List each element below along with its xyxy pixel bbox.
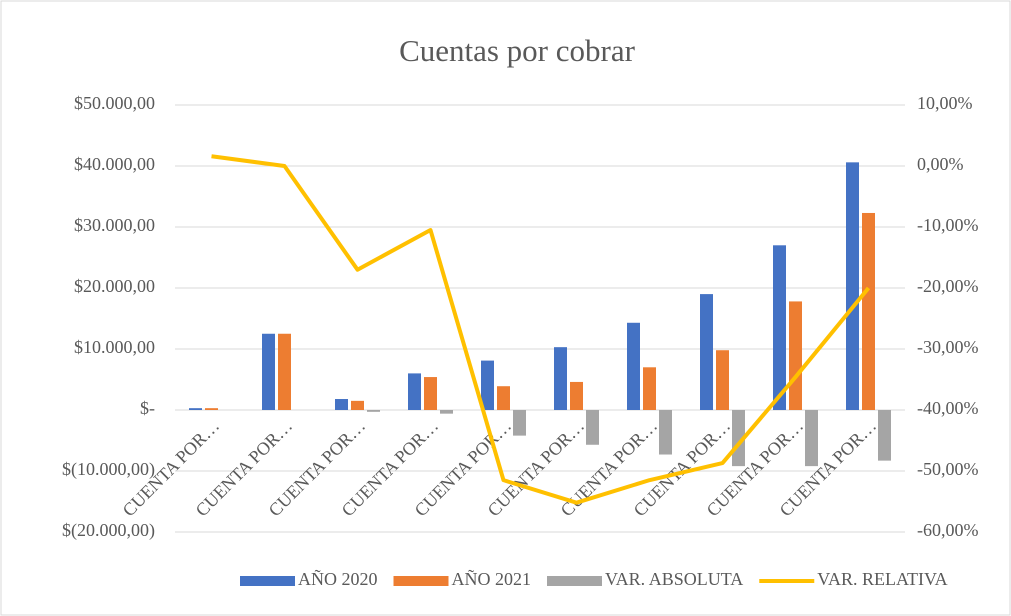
y2-tick-label: -60,00%: [917, 520, 979, 540]
bar: [278, 333, 291, 410]
y2-tick-label: 10,00%: [917, 93, 973, 113]
bar: [497, 386, 510, 410]
bar: [846, 162, 859, 410]
bar: [408, 373, 421, 410]
bar: [440, 410, 453, 414]
legend-label: VAR. RELATIVA: [817, 569, 947, 589]
legend-swatch: [547, 576, 602, 586]
bar: [424, 377, 437, 410]
bar: [700, 294, 713, 410]
y-tick-label: $50.000,00: [74, 93, 155, 113]
legend-label: AÑO 2021: [452, 568, 532, 589]
y-tick-label: $40.000,00: [74, 154, 155, 174]
y-tick-label: $10.000,00: [74, 337, 155, 357]
legend-label: VAR. ABSOLUTA: [605, 569, 743, 589]
bar: [732, 410, 745, 467]
y2-tick-label: -20,00%: [917, 276, 979, 296]
bar: [205, 408, 218, 410]
bar: [805, 410, 818, 467]
legend-swatch: [240, 576, 295, 586]
bar: [262, 333, 275, 410]
bar: [351, 400, 364, 410]
bar: [643, 367, 656, 410]
y2-tick-label: -30,00%: [917, 337, 979, 357]
bar: [627, 322, 640, 410]
y-tick-label: $20.000,00: [74, 276, 155, 296]
bar: [716, 350, 729, 410]
y-tick-label: $(10.000,00): [62, 459, 155, 480]
bar: [773, 245, 786, 410]
y2-tick-label: -40,00%: [917, 398, 979, 418]
y2-tick-label: -10,00%: [917, 215, 979, 235]
bar: [367, 410, 380, 412]
legend-label: AÑO 2020: [298, 568, 378, 589]
bar: [481, 360, 494, 410]
y-tick-label: $(20.000,00): [62, 520, 155, 541]
bar: [554, 347, 567, 410]
bar: [586, 410, 599, 445]
bar: [335, 399, 348, 410]
bar: [789, 301, 802, 410]
bar: [513, 410, 526, 436]
y2-tick-label: 0,00%: [917, 154, 964, 174]
y-tick-label: $-: [140, 398, 155, 418]
bar: [189, 408, 202, 410]
bar: [659, 410, 672, 455]
y-tick-label: $30.000,00: [74, 215, 155, 235]
bar: [570, 381, 583, 410]
line-series: [211, 154, 871, 505]
legend-swatch: [393, 576, 449, 586]
chart-title: Cuentas por cobrar: [399, 33, 636, 68]
y2-tick-label: -50,00%: [917, 459, 979, 479]
bar: [878, 410, 891, 461]
bar: [862, 212, 875, 410]
